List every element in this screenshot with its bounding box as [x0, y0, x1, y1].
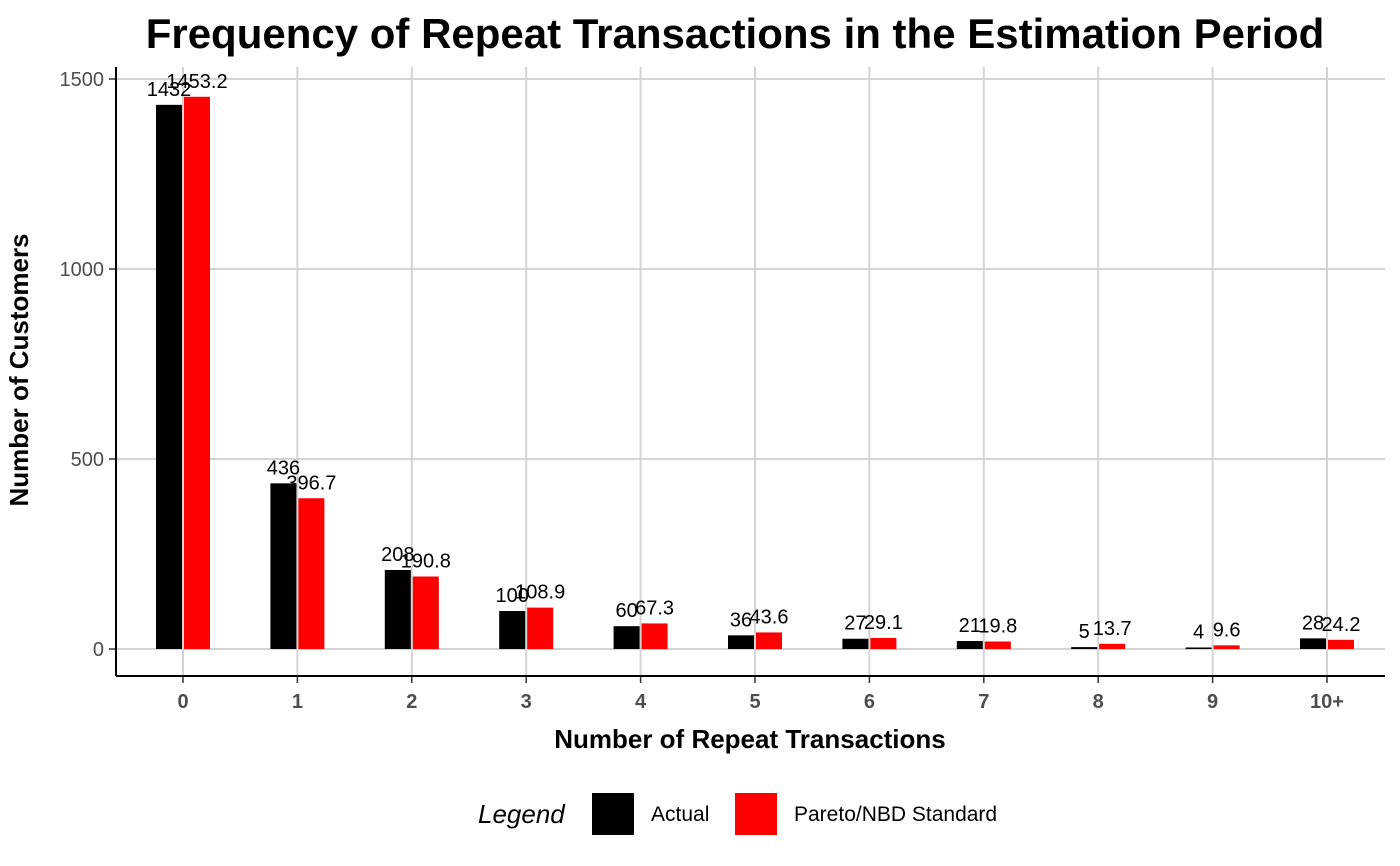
x-tick-label: 6: [864, 691, 875, 713]
x-axis-title: Number of Repeat Transactions: [554, 724, 946, 754]
actual-bar-6: [842, 638, 869, 649]
pareto-nbd-data-label: 108.9: [515, 582, 565, 604]
actual-data-label: 28: [1302, 612, 1324, 634]
pareto-nbd-bar-3: [527, 607, 554, 649]
pareto-nbd-data-label: 396.7: [286, 472, 336, 494]
bars: [156, 96, 1354, 650]
actual-bar-2: [384, 569, 411, 649]
pareto-nbd-bar-8: [1099, 643, 1126, 649]
pareto-nbd-bar-9: [1213, 645, 1240, 649]
data-labels: 1432 436 208 100 60 36 27 21 5 4 28 1453.2 396.7 190.…: [147, 71, 1361, 644]
pareto-nbd-bar-2: [412, 576, 439, 649]
legend-title: Legend: [478, 799, 566, 829]
x-tick-label: 2: [406, 691, 417, 713]
x-tick-label: 0: [177, 691, 188, 713]
x-tick-label: 3: [521, 691, 532, 713]
pareto-nbd-data-label: 19.8: [978, 615, 1017, 637]
x-tick-label: 10+: [1310, 691, 1344, 713]
legend-label-pareto-nbd: Pareto/NBD Standard: [794, 803, 997, 826]
actual-data-label: 1432: [147, 79, 192, 101]
y-tick-label: 1000: [60, 259, 105, 281]
pareto-nbd-data-label: 29.1: [864, 612, 903, 634]
legend-swatch-pareto-nbd: [735, 793, 777, 835]
x-tick-label: 4: [635, 691, 647, 713]
x-tick-label: 1: [292, 691, 303, 713]
actual-data-label: 27: [844, 613, 866, 635]
legend: Legend Actual Pareto/NBD Standard: [478, 793, 997, 835]
actual-data-label: 21: [959, 615, 981, 637]
y-axis-title: Number of Customers: [4, 233, 34, 506]
actual-data-label: 60: [615, 600, 637, 622]
chart-title: Frequency of Repeat Transactions in the …: [146, 10, 1325, 57]
actual-bar-9: [1185, 647, 1212, 649]
actual-data-label: 436: [267, 457, 300, 479]
pareto-nbd-bar-1: [298, 498, 325, 649]
actual-bar-8: [1071, 647, 1098, 649]
pareto-nbd-bar-5: [756, 632, 782, 649]
actual-bar-0: [156, 104, 182, 650]
actual-data-label: 208: [381, 544, 414, 566]
pareto-nbd-data-label: 43.6: [750, 606, 789, 628]
legend-swatch-actual: [592, 793, 634, 835]
actual-bar-1: [270, 483, 297, 649]
actual-data-label: 36: [730, 609, 752, 631]
pareto-nbd-data-label: 67.3: [635, 597, 674, 619]
pareto-nbd-bar-10+: [1328, 639, 1354, 649]
pareto-nbd-bar-4: [641, 623, 668, 649]
actual-bar-10+: [1300, 638, 1326, 649]
x-tick-label: 9: [1207, 691, 1218, 713]
pareto-nbd-data-label: 24.2: [1322, 614, 1361, 636]
x-tick-label: 8: [1093, 691, 1104, 713]
pareto-nbd-data-label: 13.7: [1093, 618, 1132, 640]
axes: 0 500 1000 1500 0 1 2 3 4 5 6 7 8 9 10+: [60, 67, 1385, 713]
y-tick-label: 500: [71, 449, 104, 471]
actual-bar-7: [956, 641, 983, 649]
actual-bar-4: [613, 626, 640, 649]
x-tick-label: 5: [749, 691, 760, 713]
y-tick-label: 1500: [60, 69, 105, 91]
actual-data-label: 4: [1193, 621, 1204, 643]
pareto-nbd-data-label: 1453.2: [166, 71, 227, 93]
actual-bar-3: [499, 611, 526, 649]
pareto-nbd-data-label: 190.8: [401, 550, 451, 572]
pareto-nbd-bar-6: [870, 637, 897, 649]
actual-data-label: 100: [496, 585, 529, 607]
grid-lines: [116, 67, 1385, 676]
x-tick-label: 7: [978, 691, 989, 713]
actual-bar-5: [728, 635, 754, 649]
legend-label-actual: Actual: [651, 803, 709, 826]
pareto-nbd-data-label: 9.6: [1213, 619, 1241, 641]
pareto-nbd-bar-7: [984, 641, 1011, 649]
actual-data-label: 5: [1079, 621, 1090, 643]
y-tick-label: 0: [93, 639, 104, 661]
pareto-nbd-bar-0: [184, 96, 210, 649]
